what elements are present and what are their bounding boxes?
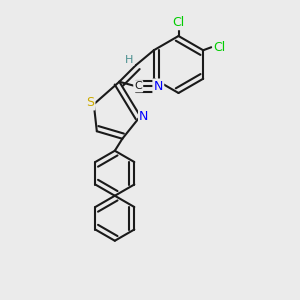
Text: Cl: Cl [172, 16, 184, 29]
Text: Cl: Cl [214, 41, 226, 54]
Text: H: H [125, 55, 134, 65]
Text: C: C [134, 81, 142, 91]
Text: N: N [154, 80, 163, 93]
Text: S: S [86, 96, 94, 109]
Text: N: N [139, 110, 148, 123]
